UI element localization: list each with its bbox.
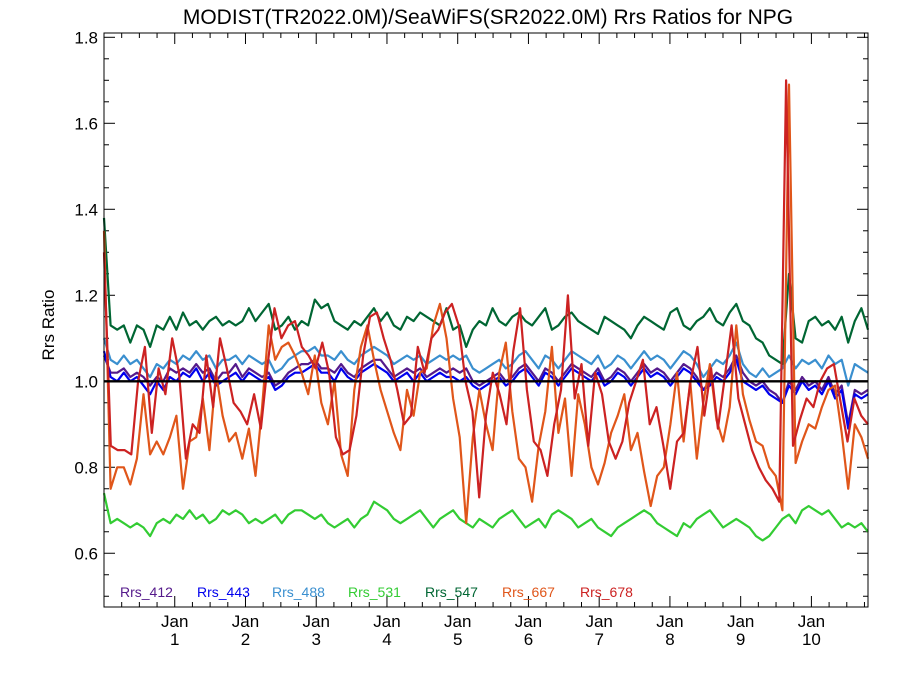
series-line-rrs-547 — [102, 217, 870, 366]
x-tick-label-month: Jan — [727, 612, 754, 631]
legend-entry-rrs-488: Rrs_488 — [272, 584, 325, 600]
legend-entry-rrs-531: Rrs_531 — [348, 584, 401, 600]
y-tick-label: 1.8 — [74, 28, 98, 47]
series-group — [102, 79, 870, 542]
y-tick-label: 1.6 — [74, 114, 98, 133]
x-tick-label-year: 5 — [453, 630, 462, 649]
legend-entry-rrs-667: Rrs_667 — [502, 584, 555, 600]
legend: Rrs_412 Rrs_443 Rrs_488 Rrs_531 Rrs_547 Rrs_6… — [120, 584, 633, 600]
x-tick-label-month: Jan — [798, 612, 825, 631]
legend-entry-rrs-443: Rrs_443 — [197, 584, 250, 600]
series-line-rrs-678 — [102, 79, 869, 503]
y-tick-label: 1.2 — [74, 286, 98, 305]
x-tick-label-year: 2 — [241, 630, 250, 649]
x-tick-label-month: Jan — [161, 612, 188, 631]
x-tick-label-month: Jan — [232, 612, 259, 631]
x-tick-label-month: Jan — [656, 612, 683, 631]
y-axis-label: Rrs Ratio — [39, 290, 58, 361]
x-tick-label-month: Jan — [373, 612, 400, 631]
legend-entry-rrs-412: Rrs_412 — [120, 584, 173, 600]
series-line-rrs-488 — [102, 337, 869, 387]
x-tick-label-month: Jan — [515, 612, 542, 631]
y-tick-label: 1.4 — [74, 200, 98, 219]
plot-frame — [103, 32, 869, 608]
y-tick-label: 0.8 — [74, 458, 98, 477]
x-tick-label-year: 8 — [665, 630, 674, 649]
x-tick-label-month: Jan — [303, 612, 330, 631]
x-tick-label-month: Jan — [444, 612, 471, 631]
y-tick-label: 1.0 — [74, 372, 98, 391]
legend-entry-rrs-547: Rrs_547 — [425, 584, 478, 600]
chart-title: MODIST(TR2022.0M)/SeaWiFS(SR2022.0M) Rrs… — [183, 6, 793, 29]
x-tick-label-month: Jan — [585, 612, 612, 631]
x-tick-label-year: 10 — [802, 630, 821, 649]
x-tick-label-year: 6 — [524, 630, 533, 649]
x-tick-label-year: 3 — [311, 630, 320, 649]
x-tick-label-year: 4 — [382, 630, 391, 649]
series-line-rrs-531 — [102, 492, 869, 542]
y-tick-label: 0.6 — [74, 544, 98, 563]
x-tick-label-year: 9 — [736, 630, 745, 649]
x-tick-label-year: 7 — [594, 630, 603, 649]
series-line-rrs-667 — [102, 83, 870, 525]
x-tick-label-year: 1 — [170, 630, 179, 649]
legend-entry-rrs-678: Rrs_678 — [580, 584, 633, 600]
axes-group: 0.60.81.01.21.41.61.8Jan1Jan2Jan3Jan4Jan… — [74, 28, 868, 649]
